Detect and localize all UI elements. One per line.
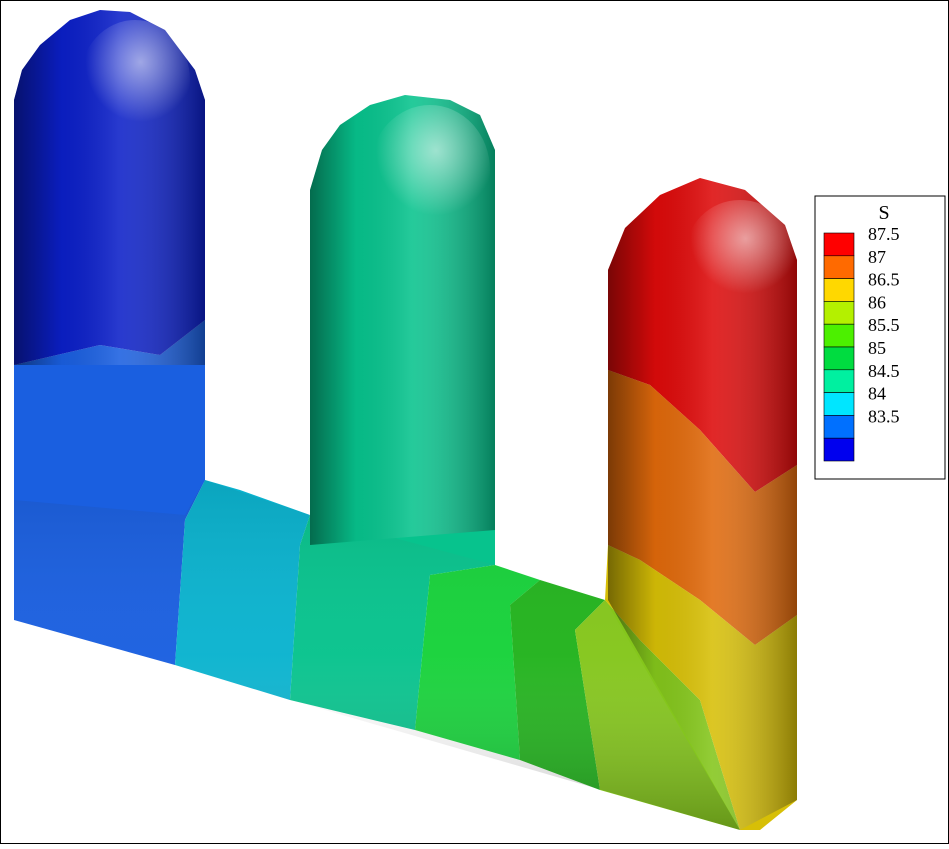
legend-label: 87 — [868, 247, 886, 267]
legend-swatch — [823, 232, 855, 257]
legend-swatch — [823, 255, 855, 279]
left-column — [14, 10, 205, 515]
legend-label: 87.5 — [868, 224, 900, 244]
legend-swatch — [823, 392, 855, 416]
legend-label: 85.5 — [868, 315, 900, 335]
legend-label: 84.5 — [868, 361, 900, 381]
legend-title: S — [878, 202, 889, 224]
right-column — [605, 178, 797, 830]
legend-label: 86 — [868, 292, 886, 312]
legend-label: 85 — [868, 338, 886, 358]
legend-swatch — [823, 278, 855, 302]
legend-label: 86.5 — [868, 270, 900, 290]
legend-swatch — [823, 301, 855, 325]
legend-swatch — [823, 323, 855, 348]
legend-label: 83.5 — [868, 406, 900, 426]
legend-swatch — [823, 369, 855, 393]
legend-label: 84 — [868, 384, 886, 404]
left-column-lower — [14, 100, 205, 515]
legend-swatch — [823, 437, 855, 462]
legend-swatch — [823, 415, 855, 439]
legend-swatch — [823, 346, 855, 371]
middle-column — [310, 95, 495, 545]
